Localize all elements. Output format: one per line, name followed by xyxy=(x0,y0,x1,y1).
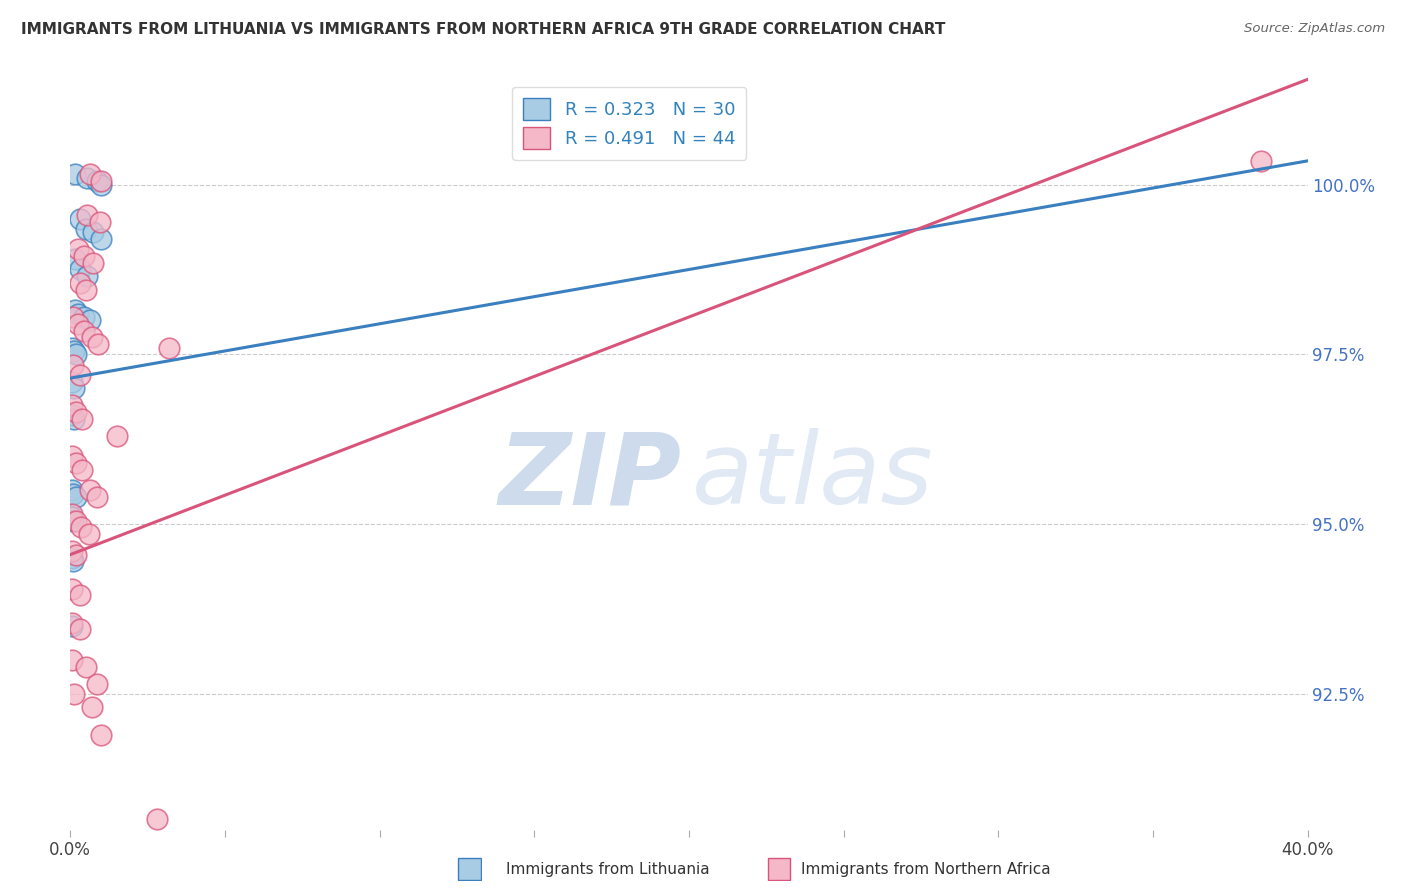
Legend: R = 0.323   N = 30, R = 0.491   N = 44: R = 0.323 N = 30, R = 0.491 N = 44 xyxy=(512,87,747,160)
Point xyxy=(69,276,91,290)
Point xyxy=(76,208,98,222)
Point xyxy=(60,341,83,355)
Point xyxy=(62,358,84,372)
Point xyxy=(63,381,86,395)
Point xyxy=(90,174,112,188)
Point xyxy=(60,449,83,463)
Point xyxy=(65,347,87,361)
Point xyxy=(63,168,86,182)
Point xyxy=(60,409,83,423)
Point xyxy=(90,232,112,246)
Text: ZIP: ZIP xyxy=(499,428,682,525)
Point xyxy=(87,337,110,351)
Point xyxy=(63,252,86,267)
Point xyxy=(65,514,87,528)
Point xyxy=(65,405,87,419)
Point xyxy=(63,687,86,701)
Point xyxy=(70,412,93,426)
Point xyxy=(89,215,111,229)
Point xyxy=(90,178,112,192)
Point xyxy=(157,341,180,355)
Point xyxy=(69,588,91,602)
Point xyxy=(70,463,93,477)
Point xyxy=(67,317,90,331)
Point xyxy=(65,490,87,504)
Point xyxy=(86,490,108,504)
FancyBboxPatch shape xyxy=(768,857,790,880)
Point xyxy=(62,514,84,528)
Point xyxy=(79,168,101,182)
Point xyxy=(73,249,96,263)
Text: atlas: atlas xyxy=(692,428,934,525)
Point xyxy=(69,211,91,226)
Point xyxy=(60,510,83,524)
Point xyxy=(105,429,128,443)
Point xyxy=(76,269,98,284)
Text: Source: ZipAtlas.com: Source: ZipAtlas.com xyxy=(1244,22,1385,36)
Point xyxy=(67,307,90,321)
Text: Immigrants from Northern Africa: Immigrants from Northern Africa xyxy=(801,863,1052,877)
Point xyxy=(146,813,169,827)
Point xyxy=(70,520,93,534)
Point xyxy=(60,398,83,412)
Point xyxy=(75,221,97,235)
Point xyxy=(1250,153,1272,168)
Point xyxy=(63,343,86,358)
Point xyxy=(90,727,112,741)
Text: IMMIGRANTS FROM LITHUANIA VS IMMIGRANTS FROM NORTHERN AFRICA 9TH GRADE CORRELATI: IMMIGRANTS FROM LITHUANIA VS IMMIGRANTS … xyxy=(21,22,945,37)
Point xyxy=(60,619,83,633)
Point xyxy=(80,700,103,714)
Point xyxy=(62,310,84,324)
Point xyxy=(60,551,83,566)
Point xyxy=(79,313,101,327)
Point xyxy=(60,507,83,521)
FancyBboxPatch shape xyxy=(458,857,481,880)
Point xyxy=(82,225,105,239)
Point xyxy=(69,262,91,277)
Point xyxy=(60,582,83,596)
Point xyxy=(77,527,100,541)
Point xyxy=(60,375,83,389)
Point xyxy=(60,483,83,497)
Point xyxy=(65,456,87,470)
Point xyxy=(86,676,108,690)
Point xyxy=(65,548,87,562)
Point xyxy=(86,174,108,188)
Point xyxy=(62,486,84,500)
Point xyxy=(80,330,103,344)
Point xyxy=(69,368,91,382)
Point xyxy=(63,303,86,318)
Point xyxy=(73,324,96,338)
Point xyxy=(69,622,91,636)
Point xyxy=(79,483,101,497)
Point xyxy=(60,653,83,667)
Point xyxy=(67,242,90,256)
Text: Immigrants from Lithuania: Immigrants from Lithuania xyxy=(506,863,710,877)
Point xyxy=(75,283,97,297)
Point xyxy=(73,310,96,324)
Point xyxy=(82,256,105,270)
Point xyxy=(76,170,98,185)
Point xyxy=(62,554,84,568)
Point xyxy=(60,615,83,630)
Point xyxy=(75,659,97,673)
Point xyxy=(63,412,86,426)
Point xyxy=(60,544,83,558)
